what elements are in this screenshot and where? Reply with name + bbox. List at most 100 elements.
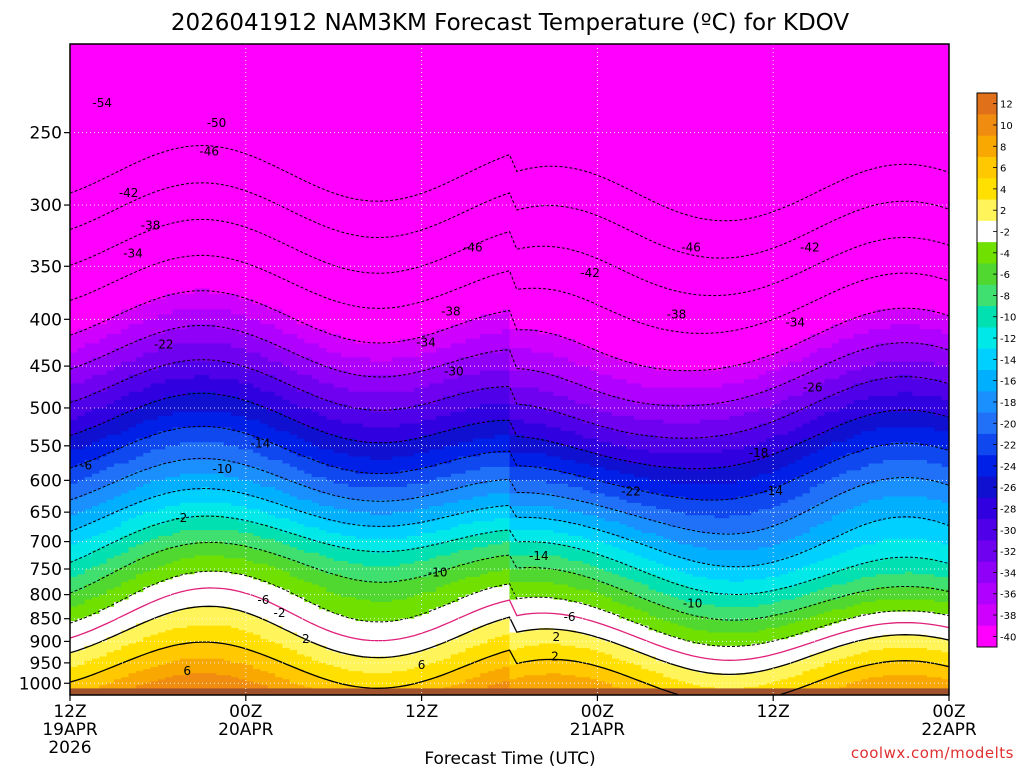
temperature-cell	[260, 599, 269, 603]
temperature-cell	[106, 99, 115, 109]
temperature-cell	[201, 434, 210, 440]
temperature-cell	[253, 242, 262, 250]
temperature-cell	[275, 681, 284, 684]
temperature-cell	[201, 298, 210, 305]
temperature-cell	[106, 456, 115, 461]
temperature-cell	[106, 530, 115, 534]
temperature-cell	[238, 218, 247, 226]
temperature-cell	[260, 459, 269, 465]
temperature-cell	[231, 218, 240, 226]
temperature-cell	[238, 236, 247, 244]
temperature-cell	[84, 480, 93, 485]
temperature-cell	[282, 155, 291, 164]
temperature-cell	[157, 370, 166, 376]
temperature-cell	[84, 403, 93, 409]
temperature-cell	[267, 509, 276, 513]
temperature-cell	[91, 571, 100, 575]
temperature-cell	[165, 641, 174, 645]
temperature-cell	[179, 579, 188, 583]
temperature-cell	[128, 124, 137, 134]
temperature-cell	[260, 683, 269, 686]
temperature-cell	[143, 621, 152, 624]
temperature-cell	[172, 614, 181, 617]
temperature-cell	[99, 592, 108, 596]
temperature-cell	[143, 148, 152, 157]
temperature-cell	[253, 90, 262, 101]
temperature-cell	[128, 538, 137, 543]
temperature-cell	[99, 333, 108, 340]
temperature-cell	[128, 298, 137, 305]
temperature-cell	[91, 518, 100, 522]
temperature-cell	[231, 512, 240, 516]
temperature-cell	[282, 352, 291, 358]
temperature-cell	[157, 132, 166, 142]
temperature-cell	[84, 218, 93, 226]
temperature-cell	[201, 191, 210, 199]
temperature-cell	[245, 72, 254, 83]
temperature-cell	[70, 124, 78, 134]
temperature-cell	[121, 81, 130, 92]
temperature-cell	[282, 490, 291, 494]
temperature-cell	[77, 594, 86, 598]
temperature-cell	[84, 532, 93, 537]
temperature-cell	[143, 538, 152, 543]
temperature-cell	[135, 211, 144, 219]
temperature-cell	[84, 550, 93, 554]
temperature-cell	[150, 524, 159, 528]
temperature-cell	[209, 599, 218, 603]
temperature-cell	[150, 606, 159, 610]
temperature-cell	[70, 566, 78, 570]
temperature-cell	[179, 205, 188, 213]
temperature-cell	[194, 506, 203, 510]
temperature-cell	[172, 563, 181, 567]
temperature-cell	[172, 230, 181, 238]
temperature-cell	[91, 260, 100, 267]
temperature-cell	[231, 411, 240, 417]
temperature-cell	[99, 357, 108, 363]
temperature-cell	[113, 108, 122, 118]
temperature-cell	[260, 324, 269, 330]
temperature-cell	[275, 645, 284, 649]
temperature-cell	[209, 630, 218, 634]
temperature-cell	[128, 81, 137, 92]
temperature-cell	[267, 211, 276, 219]
temperature-cell	[113, 527, 122, 531]
temperature-cell	[201, 550, 210, 554]
temperature-cell	[70, 343, 78, 349]
temperature-cell	[231, 483, 240, 488]
temperature-cell	[260, 535, 269, 540]
temperature-cell	[172, 552, 181, 557]
temperature-cell	[260, 230, 269, 238]
temperature-cell	[275, 427, 284, 432]
temperature-cell	[70, 683, 78, 686]
temperature-cell	[187, 403, 196, 409]
temperature-cell	[231, 566, 240, 570]
temperature-cell	[99, 627, 108, 631]
temperature-cell	[282, 470, 291, 475]
temperature-cell	[143, 407, 152, 413]
temperature-cell	[194, 571, 203, 575]
temperature-cell	[135, 333, 144, 340]
temperature-cell	[113, 541, 122, 546]
temperature-cell	[91, 224, 100, 232]
temperature-cell	[143, 277, 152, 284]
temperature-cell	[165, 242, 174, 250]
temperature-cell	[253, 459, 262, 465]
temperature-cell	[121, 483, 130, 488]
temperature-cell	[113, 643, 122, 647]
temperature-cell	[84, 658, 93, 662]
temperature-cell	[194, 685, 203, 688]
temperature-cell	[150, 288, 159, 295]
temperature-cell	[245, 452, 254, 458]
temperature-cell	[77, 324, 86, 330]
temperature-cell	[201, 271, 210, 279]
temperature-cell	[157, 170, 166, 179]
temperature-cell	[267, 445, 276, 450]
temperature-cell	[121, 584, 130, 588]
temperature-cell	[106, 260, 115, 267]
temperature-cell	[165, 282, 174, 289]
temperature-cell	[150, 177, 159, 186]
temperature-cell	[121, 333, 130, 340]
temperature-cell	[70, 314, 78, 320]
temperature-cell	[216, 205, 225, 213]
